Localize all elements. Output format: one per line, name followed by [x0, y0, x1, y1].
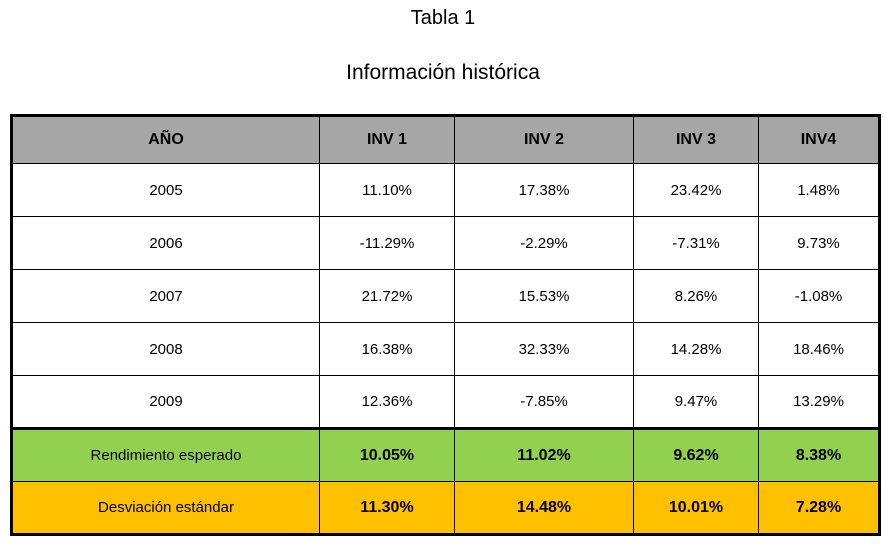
value-cell: 10.01%	[633, 481, 759, 535]
value-cell: 12.36%	[319, 375, 455, 429]
value-cell: 18.46%	[758, 322, 880, 376]
page-subtitle: Información histórica	[346, 61, 540, 84]
value-cell: 14.48%	[454, 481, 634, 535]
value-cell: -1.08%	[758, 269, 880, 323]
column-header-inv4: INV4	[758, 115, 880, 164]
value-cell: 7.28%	[758, 481, 880, 535]
value-cell: 11.02%	[454, 427, 634, 482]
column-header-year: AÑO	[11, 115, 320, 164]
table-row-2005: 2005 11.10% 17.38% 23.42% 1.48%	[11, 163, 880, 217]
summary-label: Rendimiento esperado	[11, 427, 320, 482]
value-cell: 10.05%	[319, 427, 455, 482]
year-cell: 2007	[11, 269, 320, 323]
value-cell: 11.30%	[319, 481, 455, 535]
value-cell: -11.29%	[319, 216, 455, 270]
column-header-inv3: INV 3	[633, 115, 759, 164]
value-cell: 9.73%	[758, 216, 880, 270]
value-cell: -7.85%	[454, 375, 634, 429]
value-cell: 23.42%	[633, 163, 759, 217]
table-row-2009: 2009 12.36% -7.85% 9.47% 13.29%	[11, 375, 880, 429]
year-cell: 2009	[11, 375, 320, 429]
page-title: Tabla 1	[410, 7, 476, 29]
value-cell: 9.47%	[633, 375, 759, 429]
value-cell: 32.33%	[454, 322, 634, 376]
std-deviation-row: Desviación estándar 11.30% 14.48% 10.01%…	[11, 481, 880, 535]
year-cell: 2006	[11, 216, 320, 270]
historical-data-table: AÑO INV 1 INV 2 INV 3 INV4 2005 11.10% 1…	[10, 114, 881, 536]
value-cell: 14.28%	[633, 322, 759, 376]
value-cell: 16.38%	[319, 322, 455, 376]
value-cell: 15.53%	[454, 269, 634, 323]
value-cell: -2.29%	[454, 216, 634, 270]
value-cell: 8.38%	[758, 427, 880, 482]
table-row-2007: 2007 21.72% 15.53% 8.26% -1.08%	[11, 269, 880, 323]
value-cell: 17.38%	[454, 163, 634, 217]
summary-label: Desviación estándar	[11, 481, 320, 535]
expected-return-row: Rendimiento esperado 10.05% 11.02% 9.62%…	[11, 427, 880, 482]
value-cell: 13.29%	[758, 375, 880, 429]
value-cell: -7.31%	[633, 216, 759, 270]
value-cell: 1.48%	[758, 163, 880, 217]
table-row-2006: 2006 -11.29% -2.29% -7.31% 9.73%	[11, 216, 880, 270]
value-cell: 11.10%	[319, 163, 455, 217]
column-header-inv2: INV 2	[454, 115, 634, 164]
table-row-2008: 2008 16.38% 32.33% 14.28% 18.46%	[11, 322, 880, 376]
year-cell: 2005	[11, 163, 320, 217]
value-cell: 9.62%	[633, 427, 759, 482]
value-cell: 21.72%	[319, 269, 455, 323]
header-row: AÑO INV 1 INV 2 INV 3 INV4	[11, 115, 880, 164]
value-cell: 8.26%	[633, 269, 759, 323]
column-header-inv1: INV 1	[319, 115, 455, 164]
year-cell: 2008	[11, 322, 320, 376]
